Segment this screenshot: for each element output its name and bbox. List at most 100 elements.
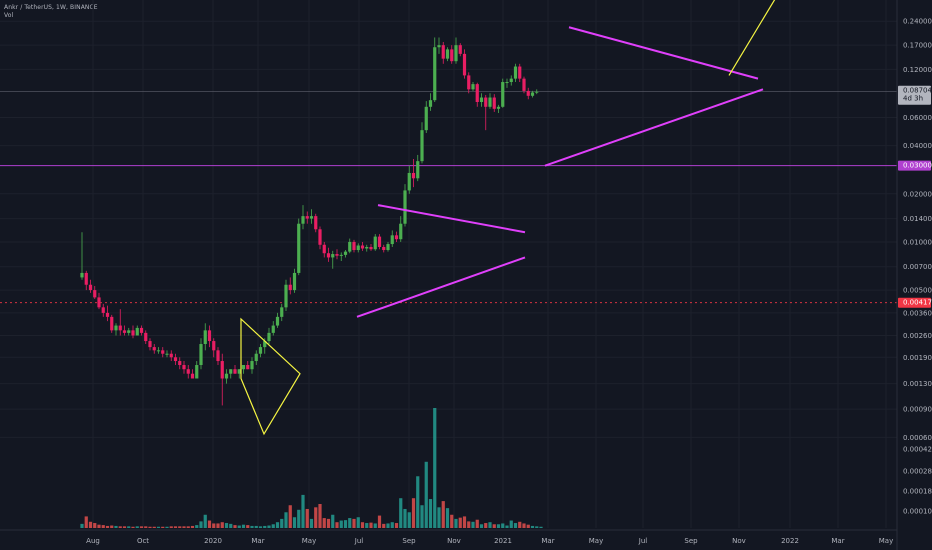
volume-bar (450, 514, 454, 528)
candle-body (420, 130, 424, 162)
volume-bar (454, 518, 458, 528)
candle-body (411, 172, 416, 179)
candle-body (377, 236, 382, 247)
candle (309, 209, 314, 224)
candle (318, 226, 322, 250)
candle-body (441, 45, 445, 59)
level-badge-0.00417-text: 0.00417 (903, 299, 932, 307)
volume-bar (530, 525, 535, 528)
candle-body (224, 373, 229, 379)
volume-bar (182, 526, 186, 528)
volume-bar (420, 505, 424, 528)
price-tick-label: 0.02000 (903, 190, 932, 198)
volume-bar (373, 523, 377, 528)
candle (526, 87, 530, 100)
candle (110, 314, 114, 333)
candle (441, 41, 445, 64)
candle-body (93, 290, 97, 298)
time-tick-label: May (302, 537, 316, 545)
candle (535, 89, 539, 95)
volume-bar (220, 522, 224, 528)
volume-bar (445, 508, 450, 528)
volume-bar (424, 461, 428, 528)
candle (118, 309, 122, 336)
candle (199, 338, 203, 370)
candle-body (433, 47, 437, 101)
candle-body (445, 49, 450, 59)
candle-body (488, 97, 492, 107)
candle-body (169, 353, 173, 358)
candle-body (513, 66, 518, 79)
candle (479, 93, 484, 107)
time-tick-label: May (589, 537, 603, 545)
candle (322, 241, 326, 258)
candle (114, 323, 118, 336)
candle (148, 338, 152, 351)
candle (88, 279, 93, 293)
candle (454, 37, 458, 64)
time-tick-label: May (879, 537, 893, 545)
candle (182, 361, 186, 374)
volume-bar (216, 523, 220, 528)
symbol-legend[interactable]: Ankr / TetherUS, 1W, BINANCE (4, 4, 98, 11)
volume-bar (360, 522, 365, 528)
level-badge-0.03: 0.03000 (898, 160, 932, 171)
candle (139, 325, 144, 336)
candle (186, 365, 190, 379)
candle-body (190, 373, 195, 379)
volume-tick-label: 0.00010 (903, 508, 932, 516)
candle (424, 101, 428, 133)
candle-body (284, 284, 288, 308)
candle (127, 327, 131, 336)
pennant-1-lower-line (356, 256, 526, 318)
time-tick-label: Jul (638, 537, 648, 545)
candle (411, 159, 416, 188)
candle (458, 43, 462, 57)
candle-body (84, 272, 88, 285)
candle-body (280, 307, 284, 317)
candle (122, 325, 127, 336)
candle (93, 286, 97, 299)
candle (462, 49, 467, 79)
breakout-arrow-line (728, 0, 776, 76)
candle (97, 292, 101, 310)
volume-bar (390, 522, 394, 528)
candle-body (237, 369, 241, 374)
volume-bar (284, 512, 288, 528)
volume-bar (263, 525, 267, 528)
candle (437, 37, 441, 54)
volume-bar (254, 525, 258, 528)
pennant-1-upper-line (377, 204, 526, 234)
price-tick-label: 0.17000 (903, 42, 932, 50)
candle (433, 37, 437, 103)
volume-bar (80, 523, 84, 528)
volume-bar (522, 523, 526, 528)
candle-body (335, 254, 339, 256)
candle-body (326, 253, 331, 258)
volume-bar (148, 526, 152, 528)
volume-legend[interactable]: Vol (4, 12, 14, 19)
volume-bar (441, 501, 445, 528)
candle-body (530, 92, 535, 96)
volume-bar (407, 512, 411, 528)
candle-body (365, 246, 369, 249)
volume-bar (518, 521, 522, 528)
candle (241, 365, 246, 374)
volume-bar (356, 517, 360, 528)
volume-bar (484, 523, 488, 528)
candle (220, 353, 224, 406)
time-tick-label: Aug (86, 537, 100, 545)
candle (169, 350, 173, 362)
candle-body (297, 223, 301, 273)
candle (152, 344, 156, 354)
candle (195, 361, 199, 379)
candle (216, 347, 220, 366)
candle (394, 231, 399, 242)
volume-bar (118, 526, 122, 528)
candle-body (403, 190, 407, 224)
candle-body (144, 332, 148, 342)
volume-bar (505, 525, 509, 528)
candle-body (288, 284, 292, 291)
candle (212, 338, 216, 358)
